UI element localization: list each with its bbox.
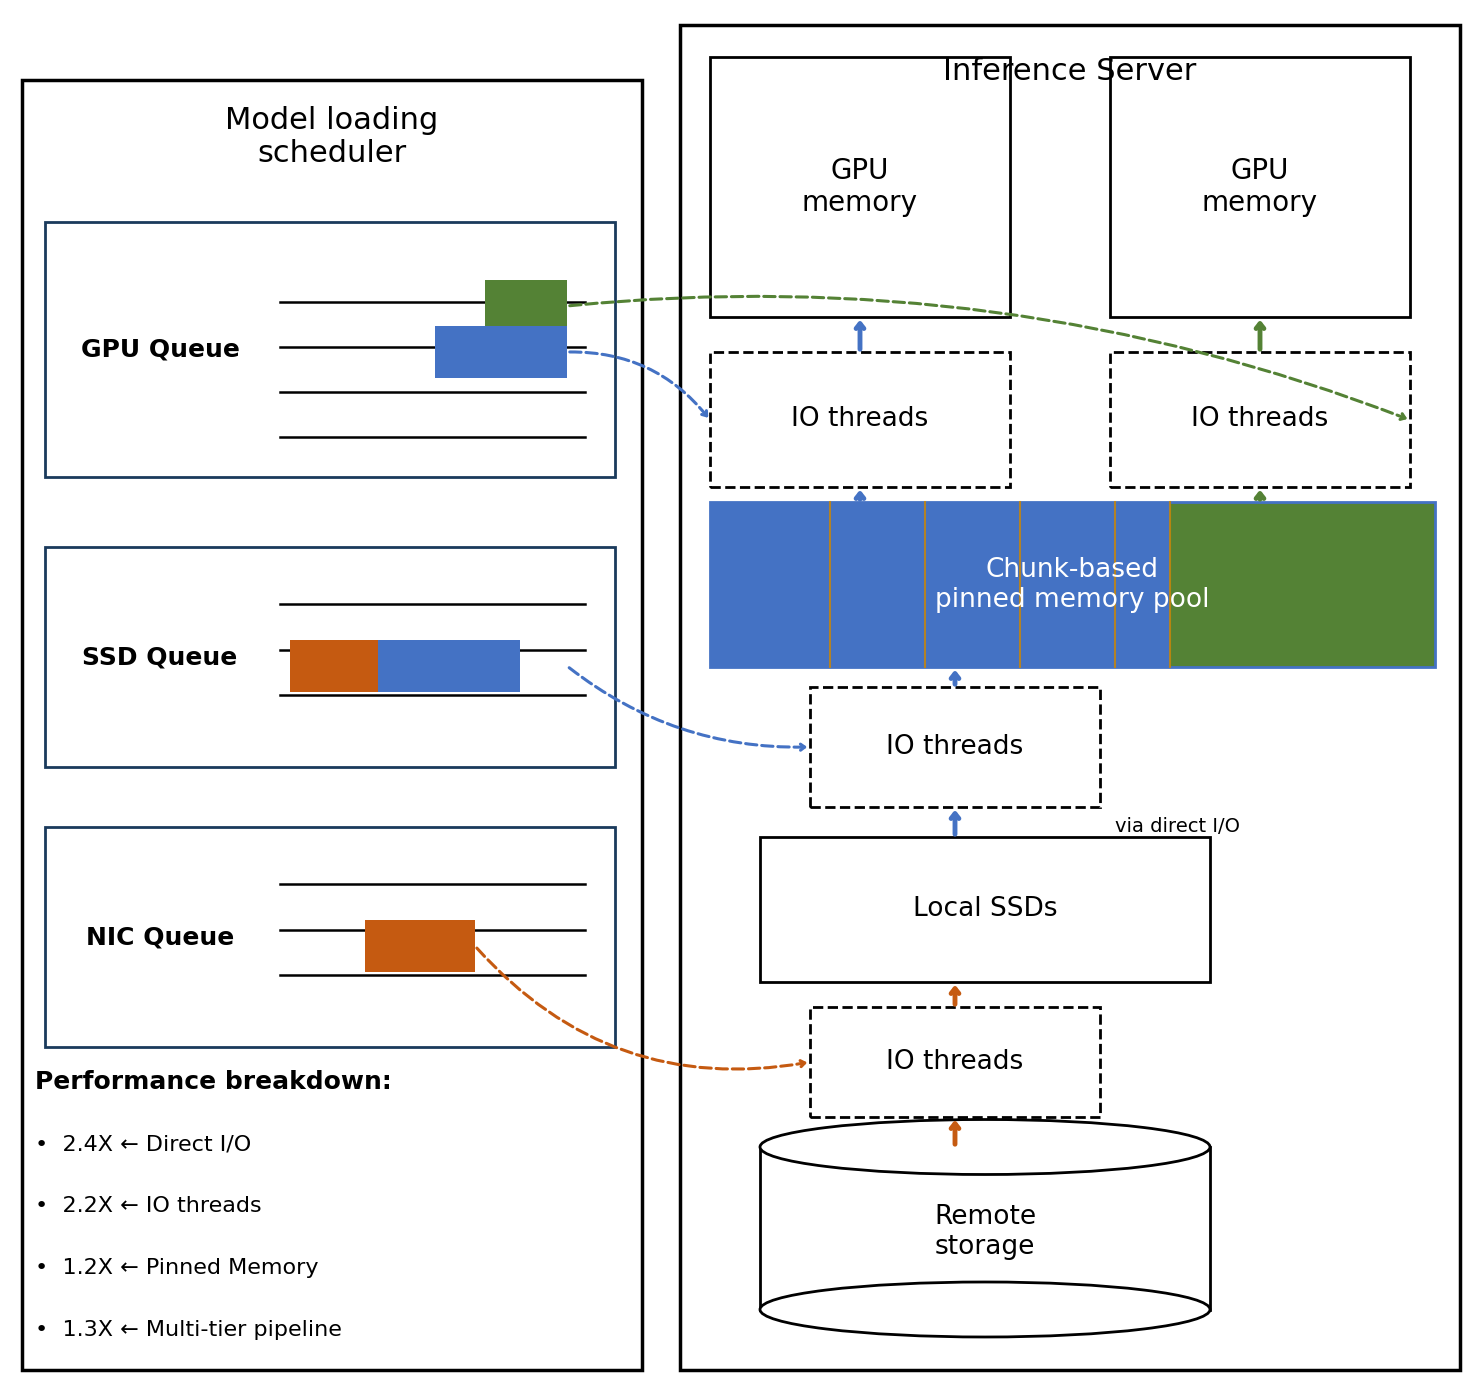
- Text: GPU Queue: GPU Queue: [80, 337, 239, 362]
- FancyBboxPatch shape: [1110, 57, 1410, 317]
- FancyBboxPatch shape: [45, 827, 614, 1047]
- Text: Chunk-based
pinned memory pool: Chunk-based pinned memory pool: [935, 557, 1209, 612]
- FancyBboxPatch shape: [760, 1147, 1209, 1310]
- Text: •  1.3X ← Multi-tier pipeline: • 1.3X ← Multi-tier pipeline: [36, 1320, 341, 1340]
- FancyBboxPatch shape: [1110, 352, 1410, 487]
- FancyBboxPatch shape: [680, 25, 1460, 1370]
- FancyBboxPatch shape: [709, 503, 1169, 667]
- Ellipse shape: [760, 1119, 1209, 1175]
- FancyBboxPatch shape: [45, 221, 614, 477]
- Text: •  2.4X ← Direct I/O: • 2.4X ← Direct I/O: [36, 1134, 251, 1154]
- Ellipse shape: [760, 1282, 1209, 1336]
- FancyBboxPatch shape: [22, 79, 643, 1370]
- FancyBboxPatch shape: [1169, 503, 1435, 667]
- FancyBboxPatch shape: [378, 640, 519, 692]
- Text: GPU
memory: GPU memory: [801, 157, 919, 217]
- FancyBboxPatch shape: [709, 352, 1011, 487]
- FancyBboxPatch shape: [709, 57, 1011, 317]
- Text: •  2.2X ← IO threads: • 2.2X ← IO threads: [36, 1196, 261, 1217]
- Text: Inference Server: Inference Server: [944, 57, 1196, 86]
- Text: Remote
storage: Remote storage: [933, 1204, 1036, 1260]
- Text: NIC Queue: NIC Queue: [86, 926, 234, 949]
- FancyBboxPatch shape: [289, 640, 378, 692]
- FancyBboxPatch shape: [45, 547, 614, 767]
- FancyBboxPatch shape: [435, 326, 567, 379]
- Text: GPU
memory: GPU memory: [1202, 157, 1318, 217]
- Text: IO threads: IO threads: [791, 406, 929, 433]
- FancyBboxPatch shape: [760, 837, 1209, 981]
- Text: •  1.2X ← Pinned Memory: • 1.2X ← Pinned Memory: [36, 1258, 319, 1278]
- Text: Model loading
scheduler: Model loading scheduler: [226, 106, 439, 168]
- Text: via direct I/O: via direct I/O: [1114, 817, 1241, 837]
- FancyBboxPatch shape: [485, 280, 567, 333]
- FancyBboxPatch shape: [810, 1006, 1100, 1116]
- Text: SSD Queue: SSD Queue: [83, 644, 237, 670]
- Text: IO threads: IO threads: [886, 1050, 1024, 1075]
- Text: Local SSDs: Local SSDs: [913, 896, 1057, 923]
- FancyBboxPatch shape: [365, 920, 475, 972]
- Text: IO threads: IO threads: [1192, 406, 1328, 433]
- FancyBboxPatch shape: [810, 688, 1100, 807]
- Text: IO threads: IO threads: [886, 734, 1024, 760]
- Text: Performance breakdown:: Performance breakdown:: [36, 1070, 392, 1094]
